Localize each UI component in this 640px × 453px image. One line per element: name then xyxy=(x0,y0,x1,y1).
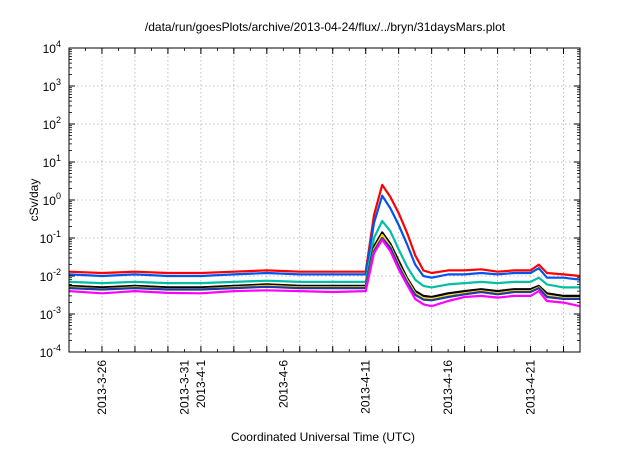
x-tick-label: 2013-4-21 xyxy=(524,360,538,415)
series-line-7 xyxy=(68,238,581,308)
y-tick-label: 104 xyxy=(43,39,61,56)
x-tick-label: 2013-4-16 xyxy=(441,360,455,415)
y-tick-label: 102 xyxy=(43,115,61,132)
x-tick-label: 2013-4-6 xyxy=(276,360,290,408)
y-tick-label: 100 xyxy=(43,191,61,208)
x-tick-label: 2013-3-26 xyxy=(95,360,109,415)
x-tick-label: 2013-4-11 xyxy=(359,360,373,414)
y-axis-label: cSv/day xyxy=(27,179,41,222)
series-line-1 xyxy=(68,183,581,278)
y-tick-label: 10-1 xyxy=(40,229,61,246)
x-tick-label: 2013-4-1 xyxy=(194,360,208,408)
y-tick-label: 10-4 xyxy=(40,343,61,360)
series-line-2 xyxy=(68,194,581,281)
series-line-4 xyxy=(68,231,580,299)
y-tick-label: 103 xyxy=(43,77,61,94)
y-tick-label: 10-2 xyxy=(40,267,61,284)
y-tick-label: 101 xyxy=(43,153,61,170)
plot-frame xyxy=(68,47,581,353)
series-line-3 xyxy=(68,219,580,289)
chart-title: /data/run/goesPlots/archive/2013-04-24/f… xyxy=(145,20,506,34)
y-tick-label: 10-3 xyxy=(40,305,61,322)
x-axis-label: Coordinated Universal Time (UTC) xyxy=(231,430,415,444)
x-tick-label: 2013-3-31 xyxy=(177,360,191,415)
series-line-6 xyxy=(68,236,580,302)
